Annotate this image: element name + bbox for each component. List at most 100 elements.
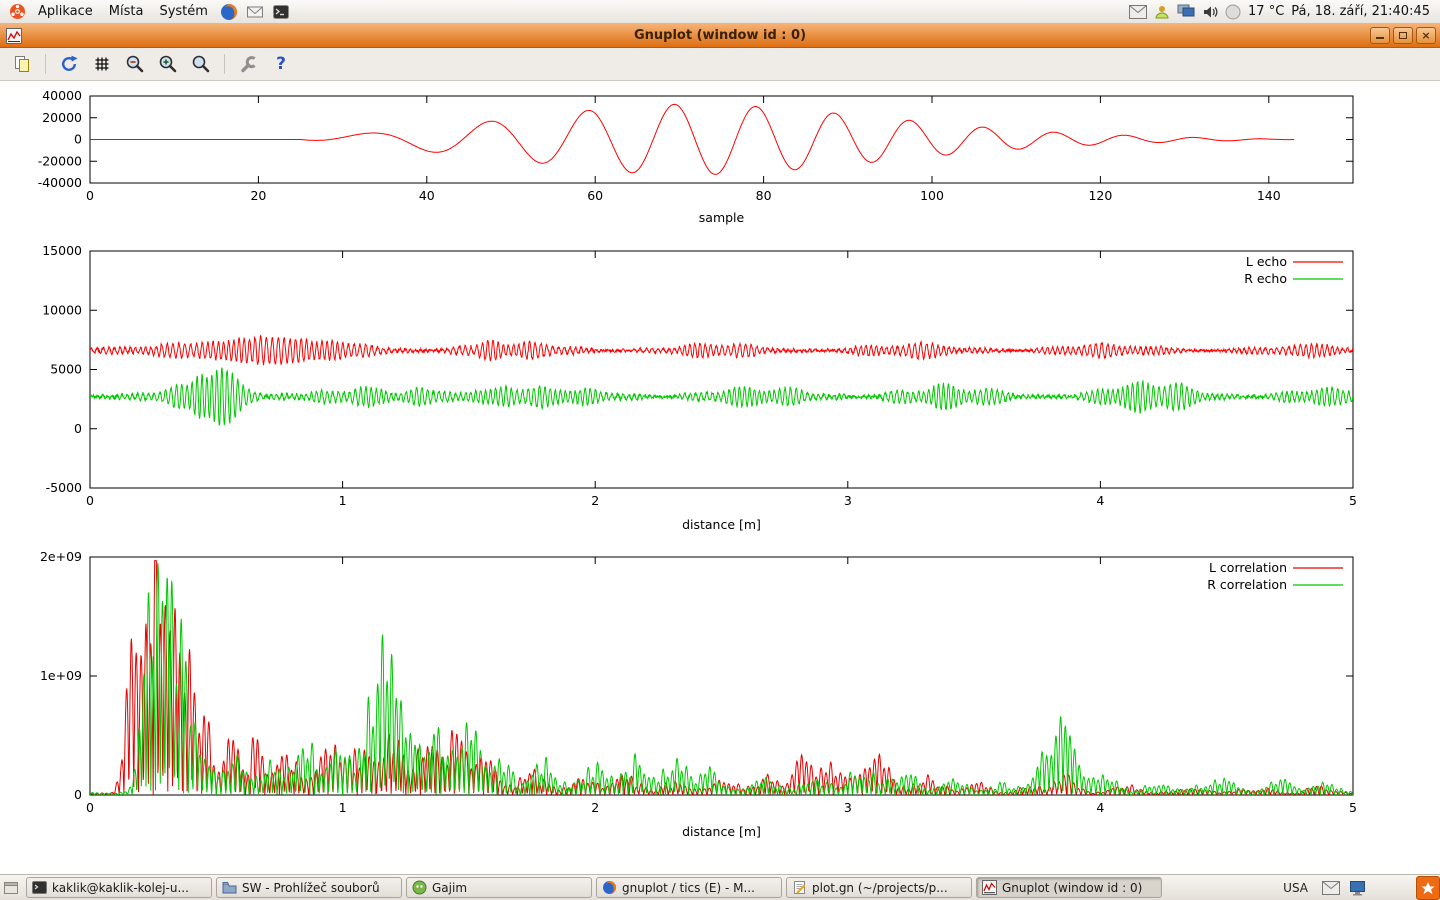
svg-text:80: 80	[756, 188, 772, 203]
menu-applications[interactable]: Aplikace	[38, 4, 93, 19]
svg-text:100: 100	[920, 188, 944, 203]
svg-text:R echo: R echo	[1244, 271, 1287, 286]
window-controls: ×	[1370, 27, 1436, 44]
svg-text:distance [m]: distance [m]	[682, 824, 761, 839]
svg-text:2e+09: 2e+09	[40, 549, 82, 564]
user-switcher-icon[interactable]	[1154, 4, 1170, 20]
menu-places[interactable]: Místa	[108, 4, 144, 19]
toolbar-separator	[224, 54, 225, 74]
svg-text:0: 0	[74, 421, 82, 436]
svg-text:0: 0	[74, 787, 82, 802]
svg-text:4: 4	[1096, 493, 1104, 508]
display-icon[interactable]	[1177, 4, 1195, 19]
svg-text:distance [m]: distance [m]	[682, 517, 761, 532]
temperature-label[interactable]: 17 °C	[1248, 4, 1285, 19]
toolbar: ?	[0, 48, 1440, 81]
task-button-editor[interactable]: plot.gn (~/projects/p...	[786, 877, 972, 898]
firefox-icon	[602, 880, 617, 895]
svg-text:3: 3	[844, 800, 852, 815]
zoom-autoscale-button[interactable]	[189, 52, 213, 76]
zoom-previous-button[interactable]	[123, 52, 147, 76]
svg-text:L correlation: L correlation	[1209, 560, 1287, 575]
help-button[interactable]: ?	[276, 54, 286, 74]
task-label: Gnuplot (window id : 0)	[1002, 880, 1143, 895]
gnuplot-icon	[982, 880, 997, 895]
weather-icon[interactable]	[1225, 4, 1241, 20]
volume-icon[interactable]	[1202, 4, 1218, 20]
svg-text:R correlation: R correlation	[1207, 577, 1287, 592]
menu-system[interactable]: Systém	[159, 4, 208, 19]
gnome-top-panel: Aplikace Místa Systém 17 °C Pá, 18. září…	[0, 0, 1440, 24]
task-button-firefox[interactable]: gnuplot / tics (E) - M...	[596, 877, 782, 898]
svg-text:120: 120	[1088, 188, 1112, 203]
toggle-grid-button[interactable]	[90, 52, 114, 76]
svg-text:0: 0	[86, 493, 94, 508]
firefox-launcher-icon[interactable]	[219, 2, 239, 22]
svg-text:40000: 40000	[42, 88, 82, 103]
gnuplot-plots: 0 20 40 60 80 100 120 140-40000-200000200004000…	[38, 88, 1357, 839]
svg-text:-5000: -5000	[46, 480, 82, 495]
svg-text:5: 5	[1349, 800, 1357, 815]
svg-text:20: 20	[250, 188, 266, 203]
svg-text:15000: 15000	[42, 243, 82, 258]
gajim-icon	[412, 880, 427, 895]
task-label: gnuplot / tics (E) - M...	[622, 880, 755, 895]
terminal-launcher-icon[interactable]	[271, 2, 291, 22]
svg-text:0: 0	[86, 800, 94, 815]
svg-text:4: 4	[1096, 800, 1104, 815]
svg-text:10000: 10000	[42, 302, 82, 317]
svg-text:140: 140	[1257, 188, 1281, 203]
svg-text:1e+09: 1e+09	[40, 668, 82, 683]
keyboard-layout-indicator[interactable]: USA	[1283, 880, 1308, 895]
svg-text:sample: sample	[699, 210, 745, 225]
configure-button[interactable]	[236, 52, 260, 76]
copy-clipboard-button[interactable]	[10, 52, 34, 76]
window-icon	[6, 27, 22, 44]
gnuplot-window: Gnuplot (window id : 0) × ?	[0, 24, 1440, 874]
task-button-gnuplot[interactable]: Gnuplot (window id : 0)	[976, 877, 1162, 898]
zoom-next-button[interactable]	[156, 52, 180, 76]
svg-text:60: 60	[587, 188, 603, 203]
clock-label[interactable]: Pá, 18. září, 21:40:45	[1291, 4, 1430, 19]
distro-logo-icon[interactable]	[7, 2, 27, 22]
terminal-icon	[32, 880, 47, 895]
taskbar-tray: USA	[1278, 875, 1440, 900]
svg-text:2: 2	[591, 800, 599, 815]
svg-text:20000: 20000	[42, 110, 82, 125]
maximize-button[interactable]	[1393, 27, 1413, 44]
svg-text:0: 0	[74, 132, 82, 147]
svg-text:L echo: L echo	[1246, 254, 1287, 269]
task-button-file-manager[interactable]: SW - Prohlížeč souborů	[216, 877, 402, 898]
tray-display-icon[interactable]	[1349, 880, 1367, 896]
close-button[interactable]: ×	[1416, 27, 1436, 44]
svg-text:5: 5	[1349, 493, 1357, 508]
task-label: Gajim	[432, 880, 468, 895]
window-title: Gnuplot (window id : 0)	[633, 28, 807, 43]
svg-text:1: 1	[339, 800, 347, 815]
svg-text:0: 0	[86, 188, 94, 203]
task-label: plot.gn (~/projects/p...	[812, 880, 948, 895]
replot-button[interactable]	[57, 52, 81, 76]
panel-status-area: 17 °C Pá, 18. září, 21:40:45	[1129, 4, 1440, 20]
svg-text:40: 40	[419, 188, 435, 203]
text-editor-icon	[792, 880, 807, 895]
window-list-grip-icon[interactable]	[3, 880, 19, 896]
titlebar[interactable]: Gnuplot (window id : 0) ×	[0, 24, 1440, 48]
mail-launcher-icon[interactable]	[245, 2, 265, 22]
taskbar: kaklik@kaklik-kolej-u... SW - Prohlížeč …	[0, 874, 1440, 900]
minimize-button[interactable]	[1370, 27, 1390, 44]
svg-text:-20000: -20000	[38, 153, 82, 168]
panel-menus: Aplikace Místa Systém	[0, 2, 294, 22]
task-button-gajim[interactable]: Gajim	[406, 877, 592, 898]
folder-icon	[222, 880, 237, 895]
task-label: SW - Prohlížeč souborů	[242, 880, 380, 895]
task-button-terminal[interactable]: kaklik@kaklik-kolej-u...	[26, 877, 212, 898]
update-notifier-icon[interactable]	[1416, 875, 1440, 900]
svg-text:5000: 5000	[50, 362, 82, 377]
tray-mail-icon[interactable]	[1322, 880, 1340, 895]
task-label: kaklik@kaklik-kolej-u...	[52, 880, 189, 895]
toolbar-separator	[45, 54, 46, 74]
svg-text:3: 3	[844, 493, 852, 508]
svg-text:1: 1	[339, 493, 347, 508]
mail-notification-icon[interactable]	[1129, 4, 1148, 19]
